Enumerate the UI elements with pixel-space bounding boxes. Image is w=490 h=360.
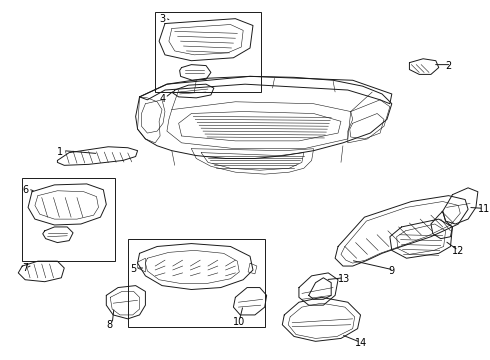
Text: 3: 3 <box>159 14 165 24</box>
Text: 10: 10 <box>233 317 245 327</box>
Text: 1: 1 <box>57 147 64 157</box>
Text: 2: 2 <box>445 61 452 71</box>
Text: 14: 14 <box>355 338 367 348</box>
Bar <box>128 239 265 327</box>
Bar <box>22 178 115 261</box>
Text: 5: 5 <box>130 264 136 274</box>
Text: 7: 7 <box>22 263 28 273</box>
Text: 4: 4 <box>159 94 165 104</box>
Text: 11: 11 <box>478 204 490 215</box>
Text: 13: 13 <box>338 274 350 284</box>
Text: 6: 6 <box>22 185 28 195</box>
Text: 12: 12 <box>452 247 465 256</box>
Text: 9: 9 <box>388 266 394 276</box>
Bar <box>155 12 261 92</box>
Text: 8: 8 <box>106 320 112 330</box>
